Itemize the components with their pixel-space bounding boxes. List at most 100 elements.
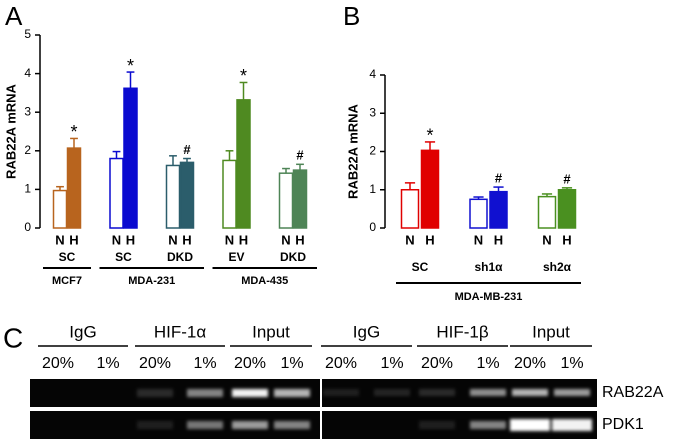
x-tick-label: H xyxy=(425,232,434,247)
bands xyxy=(137,389,592,431)
band xyxy=(274,389,310,397)
x-tick-label: H xyxy=(239,232,248,247)
band xyxy=(470,389,506,396)
band xyxy=(512,389,548,396)
group-label: SC xyxy=(59,250,76,264)
lane-group-label: HIF-1α xyxy=(154,322,207,341)
lane-label: 20% xyxy=(514,355,546,372)
bar xyxy=(179,161,195,229)
y-tick-label: 3 xyxy=(369,105,376,119)
bar xyxy=(236,99,251,229)
band xyxy=(323,389,359,396)
bar xyxy=(292,169,308,229)
bar xyxy=(278,172,294,229)
annotation: * xyxy=(426,126,433,146)
annotation: # xyxy=(183,142,191,157)
x-tick-label: N xyxy=(112,232,121,247)
bar xyxy=(420,149,440,229)
x-tick-label: N xyxy=(542,232,551,247)
annotation: # xyxy=(495,171,503,186)
annotation: # xyxy=(563,171,571,186)
bar xyxy=(123,87,138,229)
bar xyxy=(52,189,68,229)
lane-label: 1% xyxy=(476,355,499,372)
band xyxy=(137,389,173,397)
y-tick-label: 2 xyxy=(24,143,31,157)
gel-images xyxy=(30,379,597,439)
band xyxy=(232,389,268,397)
lane-label: 20% xyxy=(421,355,453,372)
bar xyxy=(400,189,420,229)
lane-label: 20% xyxy=(139,355,171,372)
cell-line-label: MDA-435 xyxy=(241,275,288,287)
band xyxy=(137,421,173,429)
x-tick-label: N xyxy=(168,232,177,247)
bar xyxy=(469,198,488,229)
gel-strip xyxy=(322,411,597,439)
row-label: RAB22A xyxy=(602,384,664,401)
group-label: SC xyxy=(412,260,429,274)
y-tick-label: 1 xyxy=(369,182,376,196)
band xyxy=(374,389,410,396)
x-tick-label: H xyxy=(126,232,135,247)
group-label: sh1α xyxy=(474,260,503,274)
bar xyxy=(66,147,82,229)
y-tick-label: 4 xyxy=(24,66,31,80)
lane-group-label: IgG xyxy=(69,322,96,341)
lane-label: 20% xyxy=(325,355,357,372)
band xyxy=(552,419,592,431)
band xyxy=(554,389,590,396)
panel-label: C xyxy=(3,322,23,353)
y-tick-label: 3 xyxy=(24,104,31,118)
annotation: * xyxy=(70,122,77,142)
band xyxy=(470,421,506,429)
bar xyxy=(489,190,508,229)
annotation: * xyxy=(240,66,247,86)
bar xyxy=(165,164,181,229)
y-tick-label: 2 xyxy=(369,144,376,158)
lane-group-label: Input xyxy=(532,322,570,341)
cell-line-label: MDA-231 xyxy=(128,275,175,287)
group-label: DKD xyxy=(280,250,306,264)
x-tick-label: H xyxy=(69,232,78,247)
lane-group-label: Input xyxy=(252,322,290,341)
lane-label: 1% xyxy=(280,355,303,372)
bar xyxy=(222,159,237,229)
x-tick-label: H xyxy=(562,232,571,247)
band xyxy=(232,421,268,429)
bar xyxy=(109,157,124,229)
y-axis-label: RAB22A mRNA xyxy=(3,83,18,178)
cell-line-label: MDA-MB-231 xyxy=(455,291,523,303)
cell-line-label: MCF7 xyxy=(52,275,82,287)
x-tick-label: N xyxy=(225,232,234,247)
panel-label: A xyxy=(5,1,23,31)
x-tick-label: N xyxy=(281,232,290,247)
gel-strip xyxy=(30,379,320,407)
x-tick-label: N xyxy=(55,232,64,247)
row-label: PDK1 xyxy=(602,416,644,433)
x-tick-label: H xyxy=(182,232,191,247)
gel-strip xyxy=(322,379,597,407)
y-tick-label: 0 xyxy=(369,220,376,234)
group-label: SC xyxy=(115,250,132,264)
lane-label: 1% xyxy=(560,355,583,372)
x-tick-label: N xyxy=(405,232,414,247)
panel-label: B xyxy=(343,1,360,31)
lane-group-label: HIF-1β xyxy=(436,322,489,341)
y-tick-label: 1 xyxy=(24,182,31,196)
band xyxy=(187,421,223,429)
group-label: EV xyxy=(228,250,244,264)
y-tick-label: 5 xyxy=(24,27,31,41)
y-tick-label: 0 xyxy=(24,220,31,234)
band xyxy=(510,419,550,431)
lane-label: 1% xyxy=(96,355,119,372)
y-tick-label: 4 xyxy=(369,67,376,81)
group-label: sh2α xyxy=(543,260,572,274)
y-axis-label: RAB22A mRNA xyxy=(345,103,360,198)
x-tick-label: N xyxy=(474,232,483,247)
group-label: DKD xyxy=(167,250,193,264)
annotation: * xyxy=(127,56,134,76)
band xyxy=(187,389,223,397)
